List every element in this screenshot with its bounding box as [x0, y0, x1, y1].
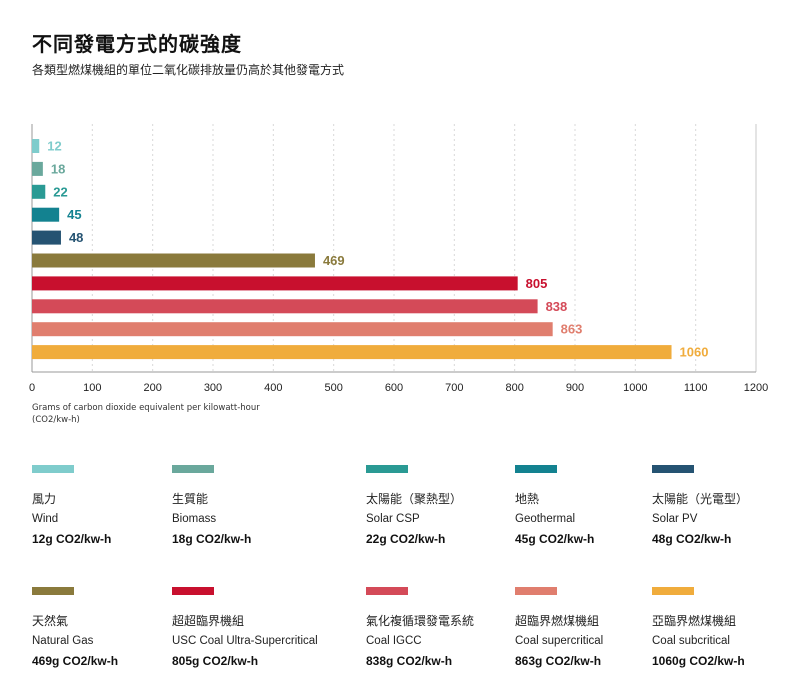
bar-value-label: 469 — [323, 253, 345, 268]
legend-label-zh: 風力 — [32, 492, 57, 506]
legend-label-en: Biomass — [172, 513, 217, 525]
bar — [32, 184, 46, 199]
legend-value: 1060g CO2/kw-h — [652, 654, 745, 668]
legend-label-zh: 太陽能（光電型） — [652, 492, 749, 506]
legend-label-zh: 天然氣 — [32, 614, 69, 628]
legend-label-en: Coal subcritical — [652, 635, 730, 647]
x-tick-label: 1000 — [623, 382, 647, 394]
legend-label-en: Solar PV — [652, 513, 698, 525]
bar — [32, 230, 61, 245]
legend-label-zh: 太陽能（聚熱型） — [366, 492, 463, 506]
legend-label-zh: 亞臨界燃煤機組 — [652, 614, 737, 628]
bar-value-label: 863 — [561, 322, 583, 337]
bar-value-label: 805 — [526, 276, 548, 291]
legend-label-en: Wind — [32, 513, 59, 525]
x-axis-label: Grams of carbon dioxide equivalent per k… — [32, 403, 260, 425]
x-tick-label: 900 — [566, 382, 584, 394]
bar — [32, 207, 60, 222]
legend-swatch — [32, 587, 74, 595]
legend-item: 超超臨界機組 USC Coal Ultra-Supercritical 805g C… — [172, 587, 322, 669]
legend-item: 風力 Wind 12g CO2/kw-h — [32, 465, 182, 547]
bar-value-label: 45 — [67, 207, 81, 222]
legend-label-en: Natural Gas — [32, 635, 94, 647]
legend-item: 氣化複循環發電系統 Coal IGCC 838g CO2/kw-h — [366, 587, 516, 669]
bar-value-label: 12 — [47, 139, 61, 154]
legend-value: 18g CO2/kw-h — [172, 532, 252, 546]
x-tick-label: 600 — [385, 382, 403, 394]
legend-label-en: USC Coal Ultra-Supercritical — [172, 635, 318, 647]
chart-title: 不同發電方式的碳強度 — [32, 32, 242, 56]
x-tick-label: 200 — [143, 382, 161, 394]
legend-label-zh: 氣化複循環發電系統 — [366, 614, 475, 628]
legend-item: 超臨界燃煤機組 Coal supercritical 863g CO2/kw-h — [515, 587, 665, 669]
legend-swatch — [172, 587, 214, 595]
legend-label-zh: 超超臨界機組 — [172, 614, 245, 628]
legend-item: 天然氣 Natural Gas 469g CO2/kw-h — [32, 587, 182, 669]
legend-item: 太陽能（聚熱型） Solar CSP 22g CO2/kw-h — [366, 465, 516, 547]
legend-label-zh: 地熱 — [515, 492, 540, 506]
legend-value: 48g CO2/kw-h — [652, 532, 732, 546]
bar-value-label: 1060 — [680, 345, 709, 360]
x-tick-label: 0 — [29, 382, 35, 394]
bar — [32, 276, 518, 291]
x-tick-label: 1100 — [684, 382, 708, 394]
bar — [32, 139, 40, 153]
x-tick-label: 1200 — [744, 382, 768, 394]
bar-value-label: 838 — [546, 299, 568, 314]
legend-label-en: Coal IGCC — [366, 635, 422, 647]
legend-swatch — [366, 465, 408, 473]
legend-swatch — [515, 465, 557, 473]
legend-item: 亞臨界燃煤機組 Coal subcritical 1060g CO2/kw-h — [652, 587, 800, 669]
x-tick-label: 300 — [204, 382, 222, 394]
x-tick-label: 500 — [324, 382, 342, 394]
legend-value: 469g CO2/kw-h — [32, 654, 119, 668]
legend-label-zh: 超臨界燃煤機組 — [515, 614, 600, 628]
bar — [32, 299, 538, 314]
legend-label-zh: 生質能 — [172, 492, 209, 506]
bar-value-label: 22 — [53, 184, 67, 199]
legend-swatch — [366, 587, 408, 595]
legend-item: 地熱 Geothermal 45g CO2/kw-h — [515, 465, 665, 547]
bar — [32, 253, 315, 268]
chart-subtitle: 各類型燃煤機組的單位二氧化碳排放量仍高於其他發電方式 — [32, 63, 345, 77]
bar — [32, 322, 553, 337]
legend-value: 12g CO2/kw-h — [32, 532, 112, 546]
legend-label-en: Solar CSP — [366, 513, 420, 525]
legend-swatch — [652, 587, 694, 595]
bar-value-label: 48 — [69, 230, 83, 245]
legend-value: 22g CO2/kw-h — [366, 532, 446, 546]
bar-chart: 0 100 200 300 400 500 600 700 800 900 1000 1100 1200… — [29, 124, 768, 394]
legend-value: 45g CO2/kw-h — [515, 532, 595, 546]
bar — [32, 345, 672, 360]
legend-swatch — [652, 465, 694, 473]
legend-item: 太陽能（光電型） Solar PV 48g CO2/kw-h — [652, 465, 800, 547]
x-tick-label: 700 — [445, 382, 463, 394]
legend-item: 生質能 Biomass 18g CO2/kw-h — [172, 465, 322, 547]
x-tick-label: 400 — [264, 382, 282, 394]
legend-label-en: Coal supercritical — [515, 635, 604, 647]
legend-swatch — [172, 465, 214, 473]
bar-value-label: 18 — [51, 161, 65, 176]
legend-value: 863g CO2/kw-h — [515, 654, 602, 668]
legend-swatch — [515, 587, 557, 595]
legend-label-en: Geothermal — [515, 513, 576, 525]
x-tick-label: 800 — [505, 382, 523, 394]
legend-swatch — [32, 465, 74, 473]
legend-value: 838g CO2/kw-h — [366, 654, 453, 668]
legend-value: 805g CO2/kw-h — [172, 654, 259, 668]
x-tick-label: 100 — [83, 382, 101, 394]
bar — [32, 161, 43, 176]
